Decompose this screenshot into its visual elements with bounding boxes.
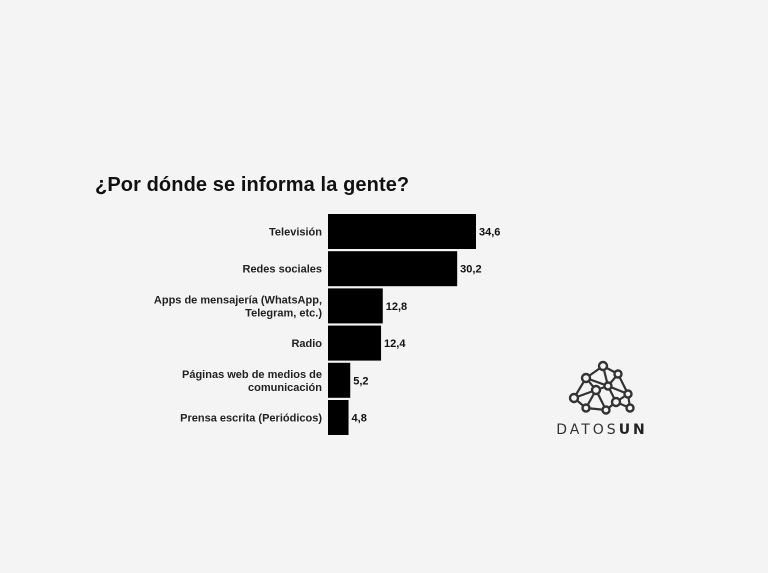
data-label: 12,8	[386, 301, 407, 313]
bar	[328, 288, 383, 324]
bar	[328, 325, 382, 361]
logo-text: DATOSUN	[556, 422, 648, 438]
datosun-logo: DATOSUN	[556, 360, 648, 442]
data-label: 30,2	[460, 264, 481, 276]
network-icon	[568, 360, 635, 415]
data-label: 12,4	[384, 338, 406, 350]
data-label: 5,2	[353, 375, 368, 387]
logo-text-un: UN	[618, 422, 648, 438]
bar	[328, 400, 349, 435]
category-label: Televisión	[269, 227, 322, 239]
data-label: 4,8	[352, 413, 367, 425]
category-label: Redes sociales	[243, 264, 323, 276]
bar	[328, 362, 351, 398]
logo-text-datos: DATOS	[556, 422, 619, 438]
category-label: Apps de mensajería (WhatsApp, Telegram, e…	[154, 294, 322, 319]
bar	[328, 251, 458, 287]
data-label: 34,6	[479, 227, 500, 239]
bar	[328, 214, 476, 249]
category-label: Páginas web de medios de comunicación	[182, 369, 322, 394]
chart-title: ¿Por dónde se informa la gente?	[95, 174, 410, 196]
category-label: Prensa escrita (Periódicos)	[180, 413, 322, 425]
category-label: Radio	[291, 338, 322, 350]
